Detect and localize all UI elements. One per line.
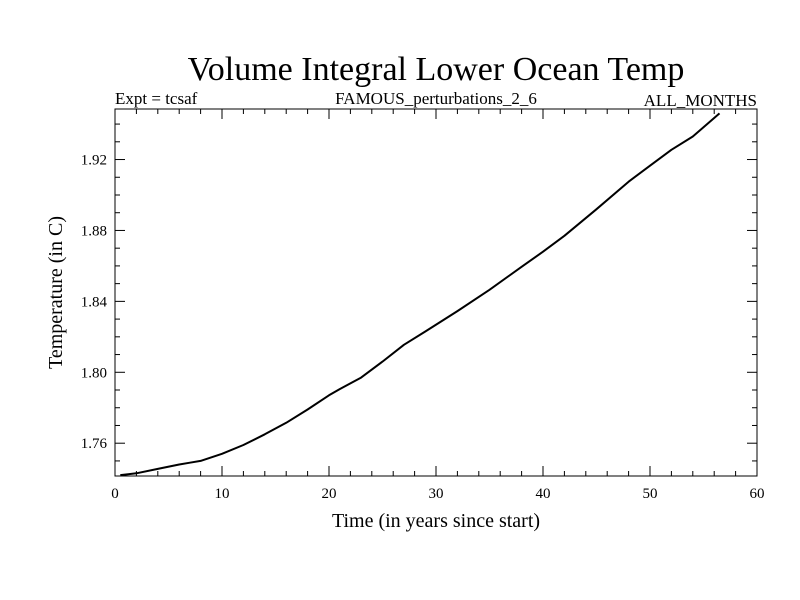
series-line-temperature <box>120 112 721 477</box>
y-tick-label: 1.84 <box>81 294 108 310</box>
y-tick-label: 1.76 <box>81 436 108 452</box>
x-tick-label: 50 <box>643 486 658 502</box>
x-axis-label: Time (in years since start) <box>332 510 540 532</box>
plot-frame <box>114 108 758 477</box>
subtitle-right: ALL_MONTHS <box>644 91 757 110</box>
y-tick-label: 1.92 <box>81 153 107 169</box>
subtitle-left: Expt = tcsaf <box>115 89 198 108</box>
x-tick-label: 60 <box>750 486 765 502</box>
x-tick-label: 20 <box>322 486 337 502</box>
y-tick-label: 1.80 <box>81 365 107 381</box>
chart-title: Volume Integral Lower Ocean Temp <box>188 51 685 88</box>
series-group <box>120 112 721 477</box>
x-tick-label: 40 <box>536 486 551 502</box>
y-axis-label: Temperature (in C) <box>45 216 67 369</box>
x-tick-label: 0 <box>111 486 119 502</box>
x-tick-label: 10 <box>215 486 230 502</box>
y-tick-label: 1.88 <box>81 223 107 239</box>
axis-ticks <box>114 109 758 476</box>
tick-labels: 0 10 20 30 40 50 60 1.76 1.80 1.84 1.88 1.92 <box>81 153 765 502</box>
x-tick-label: 30 <box>429 486 444 502</box>
subtitle-center: FAMOUS_perturbations_2_6 <box>335 89 537 108</box>
